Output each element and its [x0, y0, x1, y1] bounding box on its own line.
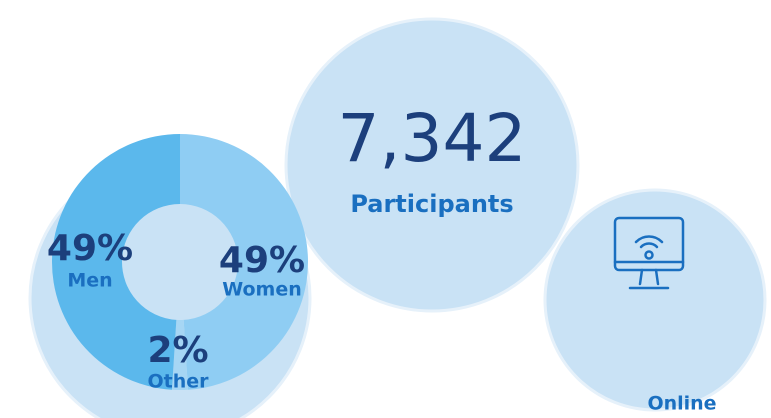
participants-circle — [284, 17, 580, 313]
monitor-icon — [613, 216, 685, 290]
donut-segment — [180, 134, 309, 390]
donut-segment — [51, 134, 181, 390]
online-label: Online — [647, 393, 716, 415]
percent-label: 49% — [219, 240, 305, 281]
category-label: Other — [147, 371, 209, 393]
percent-label: 2% — [147, 330, 208, 371]
participants-count: 7,342 — [338, 100, 527, 177]
online-circle — [543, 188, 767, 412]
category-label: Men — [67, 270, 112, 292]
category-label: Women — [222, 279, 302, 301]
donut — [51, 134, 309, 391]
participants-label: Participants — [350, 190, 513, 218]
percent-label: 49% — [47, 228, 133, 269]
donut-segment — [171, 319, 189, 391]
